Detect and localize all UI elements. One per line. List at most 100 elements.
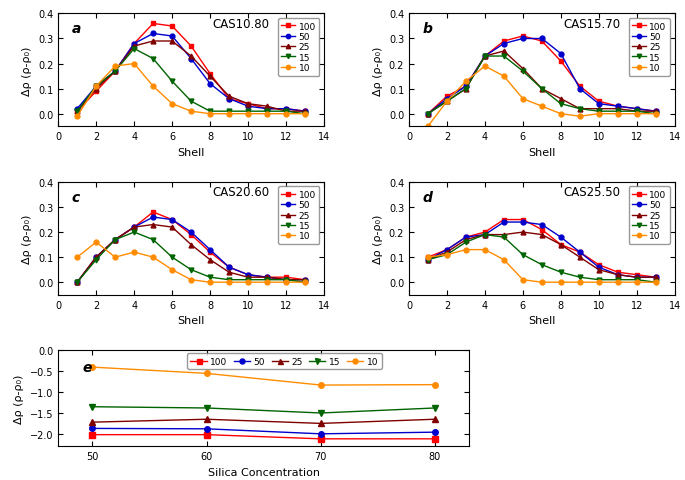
Line: 10: 10 [425, 64, 658, 130]
100 [462, 235, 470, 240]
50 [73, 107, 82, 112]
100 [424, 255, 432, 261]
10 [168, 267, 176, 273]
10 [614, 280, 622, 286]
50 [557, 51, 565, 57]
15 [263, 109, 271, 115]
25 [595, 107, 603, 112]
25 [443, 99, 451, 105]
Y-axis label: Δρ (ρ-ρ₀): Δρ (ρ-ρ₀) [373, 46, 383, 96]
100 [481, 54, 489, 60]
100 [595, 262, 603, 268]
100 [443, 247, 451, 253]
15 [575, 275, 584, 280]
15 [481, 54, 489, 60]
15 [73, 109, 82, 115]
50 [500, 220, 508, 226]
10 [301, 111, 309, 117]
Legend: 100, 50, 25, 15, 10: 100, 50, 25, 15, 10 [278, 187, 319, 245]
X-axis label: Shell: Shell [528, 147, 556, 157]
25 [73, 280, 82, 286]
50 [481, 54, 489, 60]
100 [130, 42, 138, 48]
10 [149, 84, 158, 90]
50 [111, 69, 119, 75]
10 [92, 84, 100, 90]
25 [595, 267, 603, 273]
X-axis label: Shell: Shell [528, 315, 556, 325]
15 [500, 54, 508, 60]
10 [301, 280, 309, 286]
100 [633, 107, 641, 112]
100 [225, 265, 233, 271]
15 [301, 111, 309, 117]
100 [301, 277, 309, 283]
25 [557, 242, 565, 248]
10 [431, 382, 439, 388]
25 [130, 225, 138, 230]
25 [462, 86, 470, 92]
50 [443, 96, 451, 102]
Text: CAS20.60: CAS20.60 [212, 186, 269, 199]
Line: 100: 100 [90, 432, 438, 442]
X-axis label: Shell: Shell [177, 147, 205, 157]
X-axis label: Shell: Shell [177, 315, 205, 325]
10 [557, 280, 565, 286]
25 [206, 74, 214, 80]
50 [424, 111, 432, 117]
50 [73, 280, 82, 286]
10 [225, 280, 233, 286]
10 [519, 277, 527, 283]
50 [244, 104, 252, 110]
10 [316, 383, 325, 388]
Line: 100: 100 [425, 217, 658, 280]
50 [187, 57, 195, 62]
50 [595, 102, 603, 108]
10 [111, 64, 119, 70]
15 [575, 107, 584, 112]
Line: 15: 15 [75, 47, 308, 117]
25 [519, 230, 527, 236]
10 [481, 247, 489, 253]
25 [168, 225, 176, 230]
50 [557, 235, 565, 240]
15 [443, 252, 451, 258]
25 [149, 39, 158, 45]
15 [431, 405, 439, 411]
15 [462, 86, 470, 92]
10 [73, 255, 82, 261]
25 [111, 69, 119, 75]
Line: 15: 15 [75, 230, 308, 285]
Text: CAS15.70: CAS15.70 [563, 18, 620, 31]
25 [282, 277, 290, 283]
15 [424, 111, 432, 117]
10 [500, 257, 508, 263]
50 [316, 431, 325, 437]
100 [225, 96, 233, 102]
100 [614, 270, 622, 276]
50 [462, 235, 470, 240]
50 [614, 104, 622, 110]
25 [73, 109, 82, 115]
25 [481, 232, 489, 238]
Text: CAS25.50: CAS25.50 [563, 186, 620, 199]
15 [111, 69, 119, 75]
100 [187, 232, 195, 238]
Text: b: b [422, 22, 432, 36]
25 [301, 277, 309, 283]
100 [651, 109, 660, 115]
10 [282, 280, 290, 286]
100 [130, 225, 138, 230]
Line: 25: 25 [425, 49, 658, 117]
25 [203, 417, 211, 422]
25 [575, 107, 584, 112]
25 [424, 257, 432, 263]
25 [316, 420, 325, 426]
10 [519, 96, 527, 102]
25 [187, 242, 195, 248]
50 [168, 217, 176, 223]
25 [225, 94, 233, 100]
Line: 50: 50 [75, 32, 308, 114]
10 [595, 111, 603, 117]
100 [557, 59, 565, 65]
